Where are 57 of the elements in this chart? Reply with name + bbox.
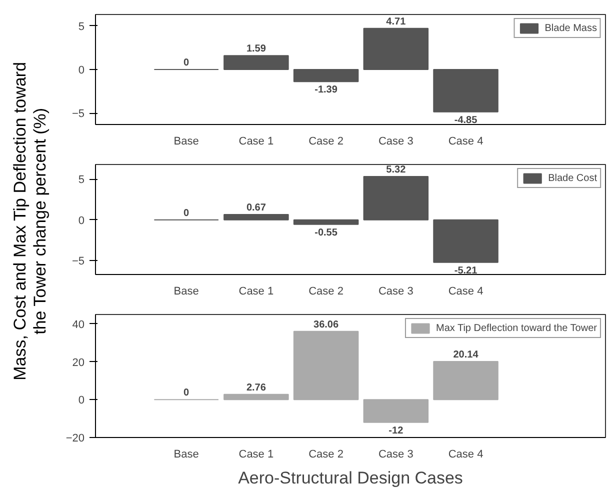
x-tick-label: Case 3	[378, 286, 414, 298]
y-tick-label: 40	[72, 318, 85, 331]
data-label: 0	[184, 388, 190, 399]
y-tick-label: 0	[78, 214, 85, 227]
bar	[224, 55, 289, 70]
x-tick-label: Base	[174, 286, 199, 298]
x-tick-label: Case 2	[308, 286, 344, 298]
y-tick-label: 0	[78, 64, 85, 76]
x-tick-label: Case 1	[238, 136, 274, 148]
x-tick-label: Case 4	[448, 448, 484, 460]
y-tick-label: −5	[72, 108, 85, 120]
x-axis-title: Aero-Structural Design Cases	[238, 468, 463, 488]
bar	[293, 219, 359, 225]
x-tick-label: Case 1	[238, 448, 274, 460]
data-label: 4.71	[386, 16, 406, 28]
x-tick-label: Base	[174, 136, 199, 148]
x-tick-label: Case 2	[308, 448, 344, 460]
bar	[363, 28, 429, 70]
data-label: -5.21	[454, 265, 478, 276]
x-tick-label: Case 4	[448, 136, 484, 148]
bar	[293, 69, 359, 82]
legend-label: Blade Cost	[548, 172, 597, 184]
bar	[224, 214, 289, 220]
data-label: -1.39	[314, 84, 338, 96]
bar	[433, 219, 498, 263]
data-label: 0	[184, 58, 190, 68]
data-label: -12	[388, 425, 404, 436]
data-label: 0.67	[246, 202, 266, 214]
y-tick-label: 0	[78, 394, 85, 407]
x-tick-label: Case 2	[308, 136, 344, 148]
data-label: -4.85	[454, 114, 478, 126]
y-tick-label: −20	[66, 432, 85, 444]
y-tick-label: 5	[78, 20, 85, 33]
y-tick-label: 20	[72, 356, 85, 369]
x-tick-label: Case 3	[378, 136, 414, 148]
y-tick-label: −5	[72, 256, 85, 268]
data-label: 5.32	[386, 164, 406, 176]
x-tick-label: Base	[174, 448, 199, 460]
bar	[363, 399, 429, 423]
x-tick-label: Case 1	[238, 286, 274, 298]
data-label: 36.06	[314, 319, 339, 330]
y-tick-label: 5	[78, 174, 85, 186]
bar	[293, 330, 359, 400]
x-tick-label: Case 4	[448, 286, 484, 298]
bar	[363, 176, 429, 220]
data-label: 20.14	[453, 350, 479, 361]
y-axis-title: Mass, Cost and Max Tip Deflection toward the Tower change percent (%)	[10, 62, 50, 380]
bar	[224, 394, 289, 400]
data-label: 0	[184, 208, 190, 219]
x-tick-label: Case 3	[378, 448, 414, 460]
data-label: -0.55	[314, 227, 338, 238]
bar	[433, 69, 498, 112]
legend-label: Max Tip Deflection toward the Tower	[436, 322, 597, 334]
data-label: 2.76	[246, 382, 266, 394]
data-label: 1.59	[246, 44, 266, 55]
bar	[433, 361, 498, 400]
legend-label: Blade Mass	[544, 22, 597, 34]
